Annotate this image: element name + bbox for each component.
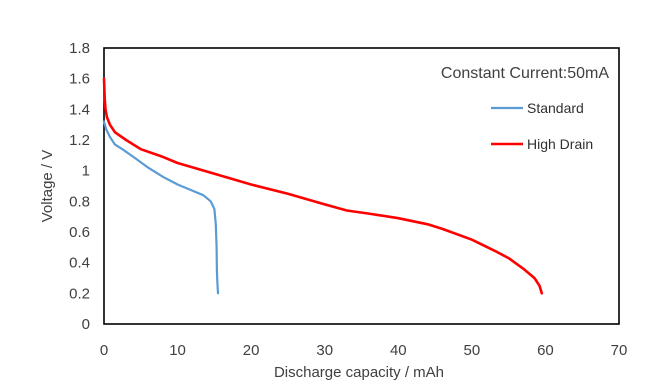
x-tick-label: 10 bbox=[169, 342, 186, 359]
x-tick-label: 40 bbox=[390, 342, 407, 359]
series-line-standard bbox=[102, 120, 220, 295]
y-tick-label: 1 bbox=[82, 163, 90, 180]
legend-label-standard: Standard bbox=[527, 100, 584, 116]
series-line-high-drain bbox=[102, 77, 544, 295]
x-tick-labels: 0 10 20 30 40 50 60 70 bbox=[100, 342, 628, 359]
y-tick-labels: 0 0.2 0.4 0.6 0.8 1 1.2 1.4 1.6 1.8 bbox=[69, 40, 90, 333]
legend-label-high-drain: High Drain bbox=[527, 136, 593, 152]
x-tick-label: 30 bbox=[316, 342, 333, 359]
legend: Standard High Drain bbox=[491, 100, 593, 152]
y-tick-label: 1.4 bbox=[69, 101, 90, 118]
x-tick-label: 20 bbox=[243, 342, 260, 359]
y-tick-label: 1.8 bbox=[69, 40, 90, 57]
x-axis-title: Discharge capacity / mAh bbox=[274, 364, 444, 380]
y-tick-label: 0.4 bbox=[69, 255, 90, 272]
x-tick-label: 60 bbox=[537, 342, 554, 359]
x-tick-label: 0 bbox=[100, 342, 108, 359]
x-tick-label: 70 bbox=[611, 342, 628, 359]
y-tick-label: 0.6 bbox=[69, 224, 90, 241]
series-layer bbox=[102, 77, 544, 295]
y-tick-label: 1.6 bbox=[69, 71, 90, 88]
y-axis-title: Voltage / V bbox=[39, 150, 56, 223]
chart-annotation: Constant Current:50mA bbox=[441, 65, 609, 82]
y-tick-label: 0.8 bbox=[69, 193, 90, 210]
y-tick-label: 1.2 bbox=[69, 132, 90, 149]
y-tick-label: 0 bbox=[82, 316, 90, 333]
y-tick-label: 0.2 bbox=[69, 285, 90, 302]
x-tick-label: 50 bbox=[464, 342, 481, 359]
